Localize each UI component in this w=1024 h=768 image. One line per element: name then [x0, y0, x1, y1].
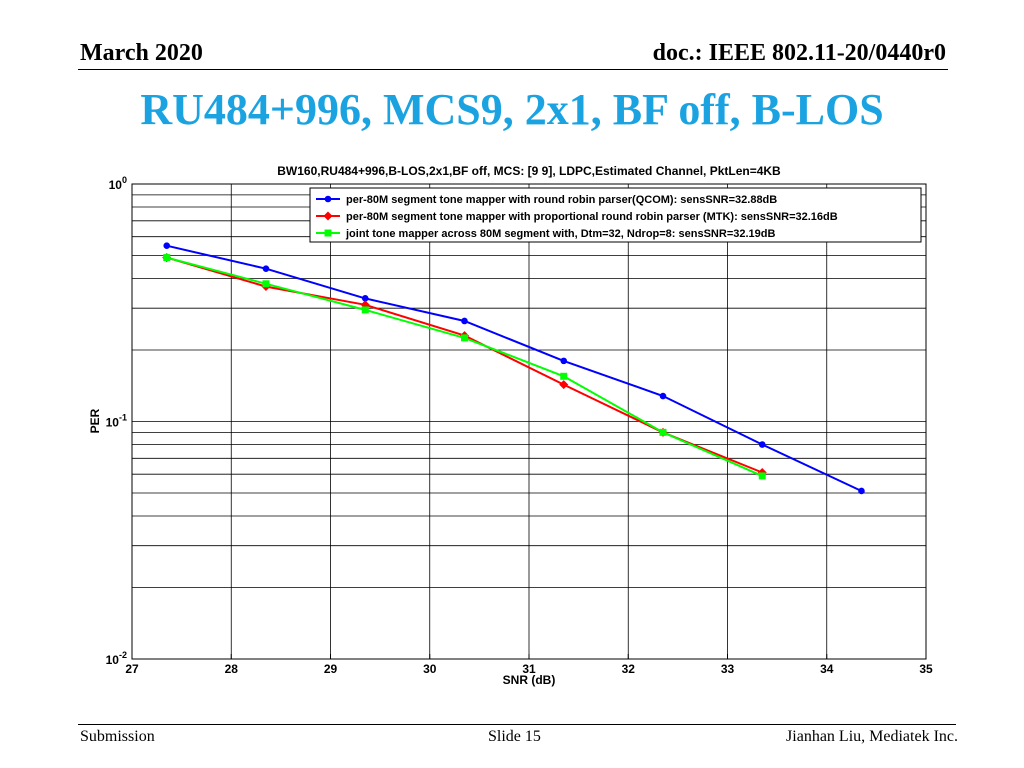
y-tick-label: 10-2: [106, 650, 127, 667]
footer-author: Jianhan Liu, Mediatek Inc.: [786, 728, 958, 745]
chart-legend: per-80M segment tone mapper with round r…: [309, 187, 922, 243]
x-tick-label: 28: [225, 662, 239, 676]
chart-grid: [132, 184, 926, 659]
legend-label: per-80M segment tone mapper with proport…: [346, 211, 838, 223]
data-point: [758, 441, 766, 448]
slide-title: RU484+996, MCS9, 2x1, BF off, B-LOS: [140, 85, 884, 134]
y-tick-label: 100: [109, 175, 127, 192]
chart-series: [162, 242, 865, 495]
header-divider: [78, 69, 948, 70]
x-tick-label: 31: [522, 662, 536, 676]
series-2: [162, 253, 767, 477]
data-point: [758, 472, 766, 480]
y-tick-label: 10-1: [106, 413, 127, 430]
data-point: [858, 487, 865, 495]
series-3: [163, 254, 766, 480]
x-tick-label: 34: [820, 662, 834, 676]
data-point: [659, 392, 667, 400]
legend-label: joint tone mapper across 80M segment wit…: [345, 228, 775, 240]
header-doc-id: doc.: IEEE 802.11-20/0440r0: [652, 40, 946, 66]
legend-item: per-80M segment tone mapper with proport…: [316, 211, 838, 223]
x-tick-label: 35: [919, 662, 933, 676]
data-point: [163, 254, 171, 262]
x-tick-label: 33: [721, 662, 735, 676]
x-axis-ticks: 27 28 29 30 31 32 33 34 35: [125, 654, 933, 676]
data-point: [323, 211, 333, 221]
data-point: [460, 334, 468, 342]
series-line: [166, 256, 763, 477]
data-point: [560, 372, 568, 380]
data-point: [560, 357, 568, 365]
x-axis-label: SNR (dB): [503, 673, 556, 687]
footer-divider: [78, 724, 956, 725]
legend-item: per-80M segment tone mapper with round r…: [316, 194, 777, 206]
data-point: [659, 428, 667, 436]
data-point: [163, 242, 171, 249]
data-point: [324, 229, 332, 237]
data-point: [461, 317, 468, 325]
x-tick-label: 27: [125, 662, 139, 676]
x-tick-label: 30: [423, 662, 437, 676]
chart-title: BW160,RU484+996,B-LOS,2x1,BF off, MCS: […: [277, 164, 781, 178]
series-1: [163, 242, 865, 495]
x-tick-label: 32: [622, 662, 636, 676]
data-point: [324, 195, 332, 203]
data-point: [262, 280, 270, 288]
data-point: [262, 265, 270, 272]
x-tick-label: 29: [324, 662, 338, 676]
series-line: [166, 244, 862, 492]
y-axis-ticks: 100 10-1 10-2: [106, 175, 127, 667]
y-axis-label: PER: [88, 408, 102, 433]
legend-item: joint tone mapper across 80M segment wit…: [316, 228, 775, 240]
footer-slide-number: Slide 15: [488, 728, 541, 745]
per-chart: BW160,RU484+996,B-LOS,2x1,BF off, MCS: […: [88, 164, 933, 687]
data-point: [361, 306, 369, 314]
header-date: March 2020: [80, 40, 203, 66]
legend-label: per-80M segment tone mapper with round r…: [346, 194, 777, 206]
footer-submission: Submission: [80, 728, 155, 745]
legend-box: [309, 187, 922, 243]
series-line: [166, 256, 763, 474]
data-point: [559, 380, 569, 390]
